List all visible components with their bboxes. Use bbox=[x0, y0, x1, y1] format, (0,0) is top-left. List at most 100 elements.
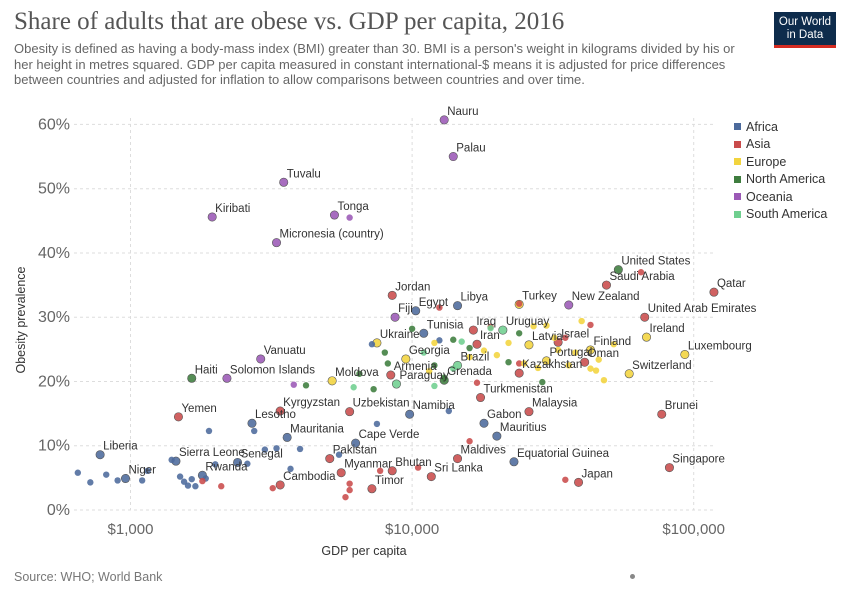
scatter-point[interactable] bbox=[572, 349, 579, 356]
scatter-point[interactable] bbox=[493, 351, 501, 359]
scatter-point[interactable] bbox=[640, 312, 650, 322]
scatter-point[interactable] bbox=[613, 265, 623, 275]
scatter-point[interactable] bbox=[592, 367, 600, 374]
scatter-point[interactable] bbox=[144, 467, 151, 474]
scatter-point[interactable] bbox=[346, 214, 353, 221]
scatter-point[interactable] bbox=[233, 457, 243, 467]
scatter-point[interactable] bbox=[585, 345, 595, 355]
scatter-point[interactable] bbox=[509, 457, 519, 467]
scatter-point[interactable] bbox=[381, 349, 389, 356]
scatter-point[interactable] bbox=[448, 152, 458, 162]
scatter-point[interactable] bbox=[587, 365, 594, 372]
scatter-point[interactable] bbox=[345, 407, 355, 417]
scatter-point[interactable] bbox=[414, 464, 422, 471]
scatter-point[interactable] bbox=[411, 306, 421, 316]
scatter-point[interactable] bbox=[370, 385, 377, 393]
scatter-point[interactable] bbox=[479, 418, 489, 428]
scatter-point[interactable] bbox=[387, 290, 397, 300]
scatter-point[interactable] bbox=[466, 438, 473, 445]
scatter-point[interactable] bbox=[453, 301, 463, 311]
scatter-point[interactable] bbox=[419, 328, 429, 338]
scatter-point[interactable] bbox=[121, 474, 131, 484]
scatter-point[interactable] bbox=[261, 446, 269, 453]
scatter-point[interactable] bbox=[384, 360, 392, 367]
scatter-point[interactable] bbox=[336, 468, 346, 478]
scatter-point[interactable] bbox=[520, 360, 528, 367]
scatter-point[interactable] bbox=[256, 354, 266, 364]
scatter-point[interactable] bbox=[184, 482, 192, 489]
scatter-point[interactable] bbox=[342, 493, 349, 501]
scatter-point[interactable] bbox=[180, 478, 188, 485]
scatter-point[interactable] bbox=[302, 382, 310, 389]
scatter-point[interactable] bbox=[74, 469, 82, 476]
legend-item[interactable]: Africa bbox=[734, 118, 827, 136]
scatter-point[interactable] bbox=[222, 373, 232, 383]
scatter-point[interactable] bbox=[578, 317, 585, 325]
scatter-point[interactable] bbox=[468, 325, 478, 335]
scatter-point[interactable] bbox=[453, 454, 463, 464]
legend-item[interactable]: Europe bbox=[734, 153, 827, 171]
scatter-point[interactable] bbox=[325, 454, 335, 464]
scatter-point[interactable] bbox=[401, 354, 411, 364]
scatter-point[interactable] bbox=[103, 471, 110, 478]
scatter-point[interactable] bbox=[218, 483, 225, 490]
scatter-point[interactable] bbox=[351, 438, 361, 448]
scatter-point[interactable] bbox=[390, 312, 400, 322]
legend-item[interactable]: Oceania bbox=[734, 188, 827, 206]
scatter-point[interactable] bbox=[709, 287, 719, 297]
scatter-point[interactable] bbox=[565, 362, 572, 369]
scatter-point[interactable] bbox=[431, 339, 438, 347]
scatter-point[interactable] bbox=[251, 427, 258, 435]
scatter-point[interactable] bbox=[601, 280, 611, 290]
scatter-point[interactable] bbox=[187, 373, 197, 383]
scatter-point[interactable] bbox=[376, 467, 384, 474]
scatter-point[interactable] bbox=[514, 368, 524, 378]
scatter-point[interactable] bbox=[173, 412, 183, 422]
scatter-point[interactable] bbox=[543, 322, 550, 329]
scatter-point[interactable] bbox=[466, 353, 473, 361]
scatter-point[interactable] bbox=[534, 364, 542, 372]
scatter-point[interactable] bbox=[387, 466, 397, 476]
scatter-point[interactable] bbox=[515, 360, 523, 367]
scatter-point[interactable] bbox=[199, 477, 206, 485]
scatter-point[interactable] bbox=[114, 477, 121, 484]
scatter-point[interactable] bbox=[356, 370, 363, 377]
scatter-point[interactable] bbox=[431, 382, 438, 390]
scatter-point[interactable] bbox=[244, 460, 251, 467]
scatter-point[interactable] bbox=[287, 465, 294, 473]
scatter-point[interactable] bbox=[368, 341, 376, 348]
scatter-point[interactable] bbox=[367, 484, 377, 494]
scatter-point[interactable] bbox=[624, 369, 634, 379]
scatter-point[interactable] bbox=[530, 323, 537, 330]
scatter-point[interactable] bbox=[657, 409, 667, 419]
scatter-point[interactable] bbox=[405, 409, 415, 419]
scatter-point[interactable] bbox=[327, 376, 337, 386]
scatter-point[interactable] bbox=[487, 324, 494, 332]
scatter-point[interactable] bbox=[564, 300, 574, 310]
scatter-point[interactable] bbox=[95, 450, 105, 460]
scatter-point[interactable] bbox=[562, 476, 569, 483]
scatter-point[interactable] bbox=[664, 463, 674, 473]
scatter-point[interactable] bbox=[269, 484, 276, 492]
scatter-point[interactable] bbox=[440, 374, 448, 381]
scatter-point[interactable] bbox=[290, 381, 297, 388]
scatter-point[interactable] bbox=[87, 479, 94, 486]
scatter-point[interactable] bbox=[637, 269, 645, 276]
scatter-point[interactable] bbox=[539, 378, 546, 386]
scatter-point[interactable] bbox=[480, 347, 488, 354]
scatter-point[interactable] bbox=[595, 356, 602, 363]
scatter-point[interactable] bbox=[492, 431, 502, 441]
scatter-point[interactable] bbox=[562, 334, 569, 341]
scatter-point[interactable] bbox=[436, 337, 443, 344]
scatter-point[interactable] bbox=[445, 407, 453, 415]
scatter-point[interactable] bbox=[205, 427, 213, 435]
legend-item[interactable]: South America bbox=[734, 206, 827, 224]
scatter-point[interactable] bbox=[420, 349, 427, 356]
scatter-point[interactable] bbox=[476, 393, 486, 403]
scatter-point[interactable] bbox=[391, 379, 401, 389]
scatter-point[interactable] bbox=[425, 367, 433, 375]
scatter-point[interactable] bbox=[279, 177, 289, 187]
scatter-point[interactable] bbox=[426, 472, 436, 482]
scatter-point[interactable] bbox=[473, 379, 481, 386]
scatter-point[interactable] bbox=[515, 330, 523, 337]
